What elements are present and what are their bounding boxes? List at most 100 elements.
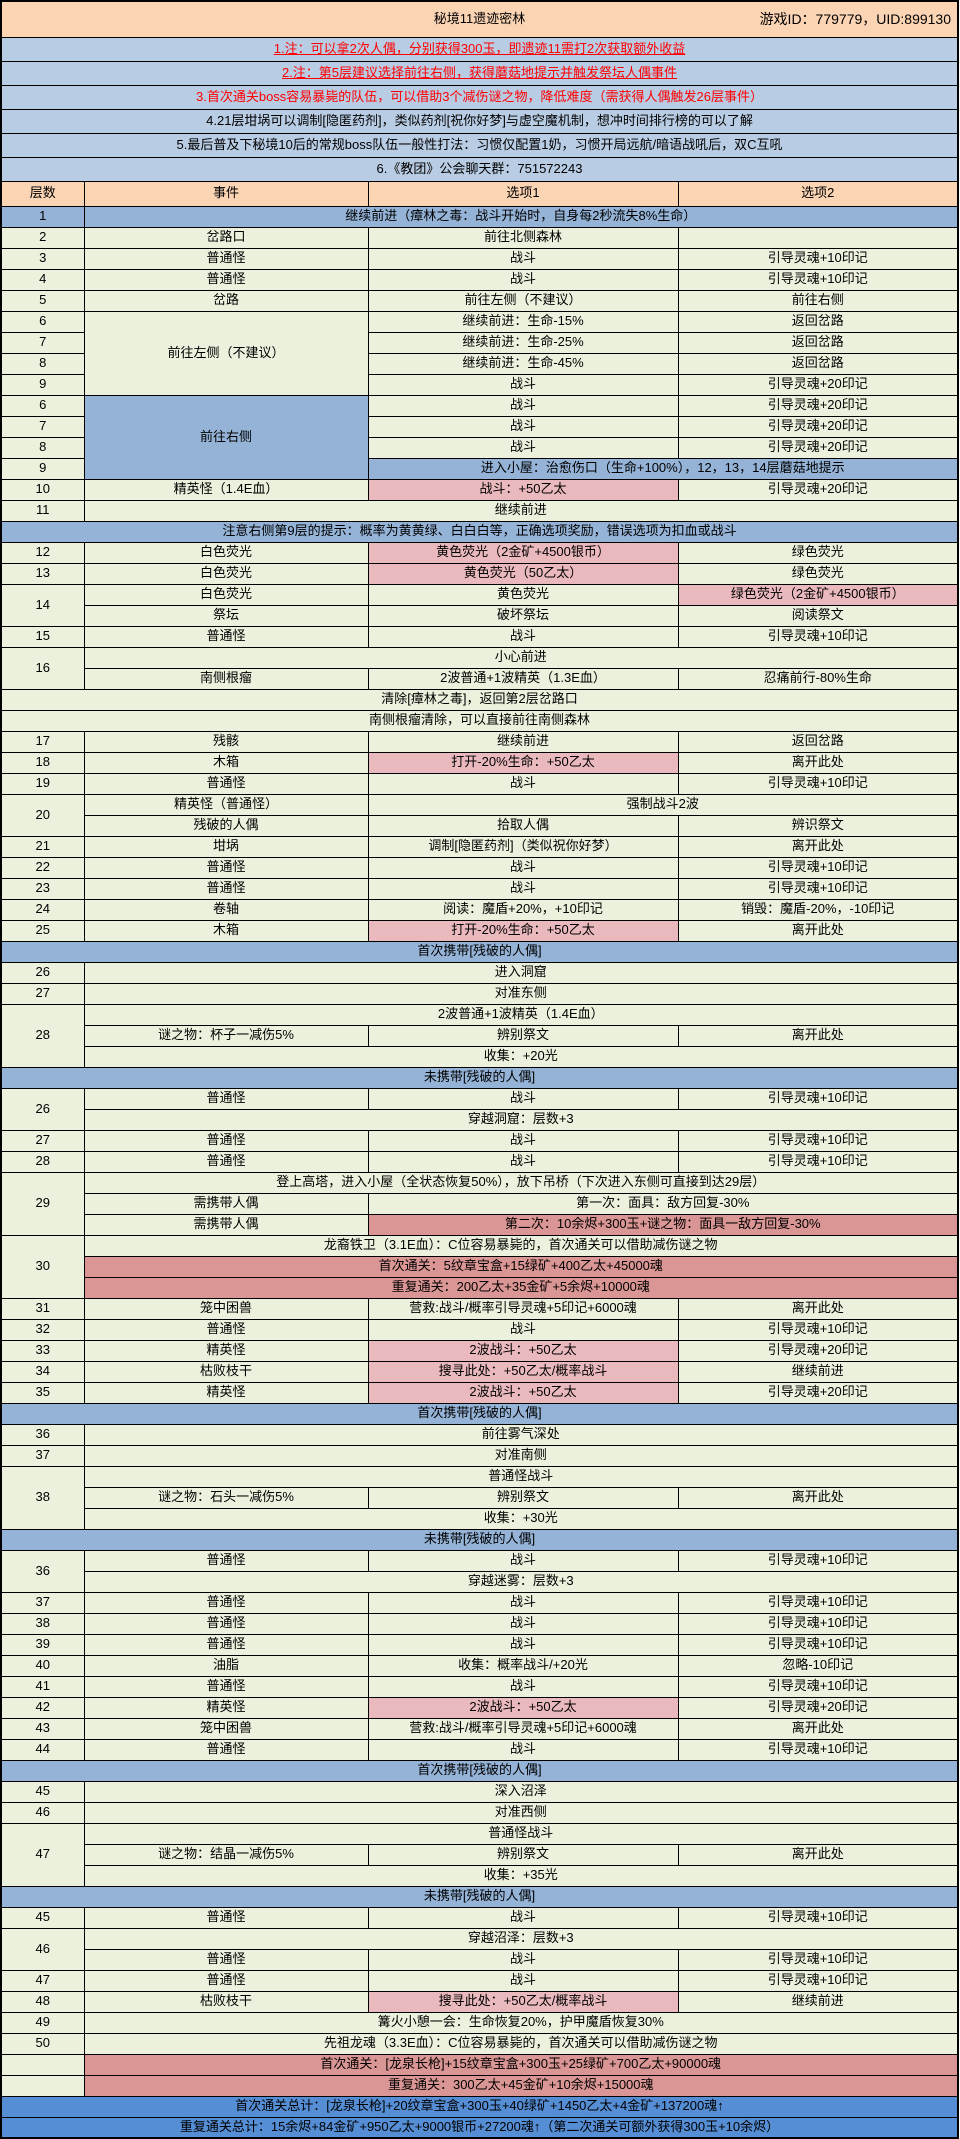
table-cell: 继续前进：生命-15%	[367, 310, 679, 333]
table-cell: 47	[0, 1822, 85, 1887]
table-row: 24 卷轴 阅读：魔盾+20%，+10印记 销毁：魔盾-20%，-10印记	[0, 898, 959, 921]
column-header-row: 层数 事件 选项1 选项2	[0, 180, 959, 207]
column-header-option1: 选项1	[367, 180, 679, 207]
table-row: 收集：+20光	[1, 1045, 959, 1068]
table-row: 36 前往雾气深处	[0, 1423, 959, 1446]
table-row: 首次携带[残破的人偶]	[0, 940, 959, 963]
table-cell: 继续前进	[677, 1990, 959, 2013]
section-header-cell: 未携带[残破的人偶]	[0, 1885, 959, 1908]
table-row: 27 对准东侧	[0, 982, 959, 1005]
table-row: 南侧根瘤清除，可以直接前往南侧森林	[0, 709, 959, 732]
table-cell: 战斗	[367, 436, 679, 459]
table-cell: 辨识祭文	[677, 814, 959, 837]
table-cell: 忽略-10印记	[677, 1654, 959, 1677]
table-row: 22 普通怪 战斗 引导灵魂+10印记	[0, 856, 959, 879]
table-cell: 6	[0, 394, 85, 417]
table-cell: 2	[0, 226, 85, 249]
table-cell: 笼中困兽	[83, 1297, 369, 1320]
table-row: 首次携带[残破的人偶]	[0, 1759, 959, 1782]
table-cell: 离开此处	[677, 1717, 959, 1740]
table-cell: 引导灵魂+10印记	[677, 1591, 959, 1614]
table-row: 未携带[残破的人偶]	[0, 1066, 959, 1089]
table-cell: 战斗	[367, 1318, 679, 1341]
table-cell: 篝火小憩一会：生命恢复20%，护甲魔盾恢复30%	[83, 2011, 959, 2034]
table-cell: 引导灵魂+10印记	[677, 1549, 959, 1572]
note-row: 3.首次通关boss容易暴毙的队伍，可以借助3个减伤谜之物，降低难度（需获得人偶…	[0, 84, 959, 110]
section-header-cell: 首次携带[残破的人偶]	[0, 1402, 959, 1425]
table-cell: 辨别祭文	[367, 1843, 679, 1866]
table-cell: 34	[0, 1360, 85, 1383]
table-cell: 精英怪	[83, 1696, 369, 1719]
table-cell: 登上高塔，进入小屋（全状态恢复50%），放下吊桥（下次进入东侧可直接到达29层）	[83, 1171, 959, 1194]
table-cell: 21	[0, 835, 85, 858]
section-header-cell: 注意右侧第9层的提示：概率为黄黄绿、白白白等，正确选项奖励，错误选项为扣血或战斗	[0, 520, 959, 543]
table-cell: 8	[0, 436, 85, 459]
section-header-cell: 未携带[残破的人偶]	[0, 1528, 959, 1551]
table-cell: 普通怪	[83, 268, 369, 291]
table-cell: 战斗	[367, 268, 679, 291]
table-cell: 辨别祭文	[367, 1486, 679, 1509]
table-row: 清除[瘴林之毒]，返回第2层岔路口	[0, 688, 959, 711]
title-cell: 秘境11遗迹密林 游戏ID：779779，UID:899130	[0, 0, 959, 38]
table-cell: 2波战斗：+50乙太	[367, 1381, 679, 1404]
table-cell: 精英怪	[83, 1381, 369, 1404]
table-row: 重复通关：300乙太+45金矿+10余烬+15000魂	[0, 2074, 959, 2097]
table-cell: 收集：+30光	[83, 1507, 959, 1530]
table-cell: 南侧根瘤清除，可以直接前往南侧森林	[0, 709, 959, 732]
table-cell: 13	[0, 562, 85, 585]
table-row: 42 精英怪 2波战斗：+50乙太 引导灵魂+20印记	[0, 1696, 959, 1719]
table-cell: 引导灵魂+10印记	[677, 856, 959, 879]
table-cell: 白色荧光	[83, 541, 369, 564]
table-row: 39 普通怪 战斗 引导灵魂+10印记	[0, 1633, 959, 1656]
table-cell: 引导灵魂+10印记	[677, 1318, 959, 1341]
table-cell: 25	[0, 919, 85, 942]
table-cell: 首次通关：[龙泉长枪]+15纹章宝盒+300玉+25绿矿+700乙太+90000…	[83, 2053, 959, 2076]
note-row: 6.《教团》公会聊天群：751572243	[0, 156, 959, 182]
table-row: 6 前往左侧（不建议） 继续前进：生命-15% 返回岔路	[0, 310, 959, 396]
table-cell: 引导灵魂+20印记	[677, 478, 959, 501]
table-cell: 搜寻此处：+50乙太/概率战斗	[367, 1990, 679, 2013]
table-row: 41 普通怪 战斗 引导灵魂+10印记	[0, 1675, 959, 1698]
table-cell: 4	[0, 268, 85, 291]
table-row: 37 对准南侧	[0, 1444, 959, 1467]
table-cell: 战斗	[367, 1906, 679, 1929]
table-cell: 26	[0, 961, 85, 984]
table-cell: 引导灵魂+10印记	[677, 1675, 959, 1698]
table-cell: 破坏祭坛	[367, 604, 679, 627]
table-cell: 19	[0, 772, 85, 795]
table-cell: 引导灵魂+10印记	[677, 772, 959, 795]
table-cell	[677, 226, 959, 249]
table-cell: 离开此处	[677, 1024, 959, 1047]
table-cell: 龙裔铁卫（3.1E血）：C位容易暴毙的，首次通关可以借助减伤谜之物	[83, 1234, 959, 1257]
table-cell: 继续前进	[367, 730, 679, 753]
table-cell: 战斗	[367, 1150, 679, 1173]
table-row: 首次通关总计：[龙泉长枪]+20纹章宝盒+300玉+40绿矿+1450乙太+4金…	[0, 2095, 959, 2118]
table-cell: 小心前进	[83, 646, 959, 669]
table-row: 34 枯败枝干 搜寻此处：+50乙太/概率战斗 继续前进	[0, 1360, 959, 1383]
table-row: 49 篝火小憩一会：生命恢复20%，护甲魔盾恢复30%	[0, 2011, 959, 2034]
table-cell: 8	[0, 352, 85, 375]
table-cell: 引导灵魂+10印记	[677, 1129, 959, 1152]
table-cell: 强制战斗2波	[367, 793, 959, 816]
table-cell: 谜之物：石头一减伤5%	[83, 1486, 369, 1509]
table-cell: 穿越洞窟：层数+3	[83, 1108, 959, 1131]
table-row: 35 精英怪 2波战斗：+50乙太 引导灵魂+20印记	[0, 1381, 959, 1404]
table-row: 38 普通怪战斗	[0, 1465, 959, 1530]
table-cell: 45	[0, 1780, 85, 1803]
table-cell: 引导灵魂+10印记	[677, 1087, 959, 1110]
note-row: 4.21层坩埚可以调制[隐匿药剂]，类似药剂[祝你好梦]与虚空魔机制，想冲时间排…	[0, 108, 959, 134]
table-cell: 离开此处	[677, 751, 959, 774]
table-cell: 20	[0, 793, 85, 837]
table-cell: 引导灵魂+10印记	[677, 877, 959, 900]
table-cell: 38	[0, 1612, 85, 1635]
section-header-cell: 未携带[残破的人偶]	[0, 1066, 959, 1089]
table-cell: 普通怪	[83, 1129, 369, 1152]
table-row: 7 战斗 引导灵魂+20印记	[0, 415, 959, 438]
table-cell: 27	[0, 982, 85, 1005]
table-row: 23 普通怪 战斗 引导灵魂+10印记	[0, 877, 959, 900]
table-cell: 2波普通+1波精英（1.4E血）	[83, 1003, 959, 1026]
table-row: 37 普通怪 战斗 引导灵魂+10印记	[0, 1591, 959, 1614]
note-text: 1.注：可以拿2次人偶，分别获得300玉，即遗迹11需打2次获取额外收益	[0, 36, 959, 62]
table-row: 36 普通怪 战斗 引导灵魂+10印记	[0, 1549, 959, 1593]
table-cell: 穿越沼泽：层数+3	[83, 1927, 959, 1950]
